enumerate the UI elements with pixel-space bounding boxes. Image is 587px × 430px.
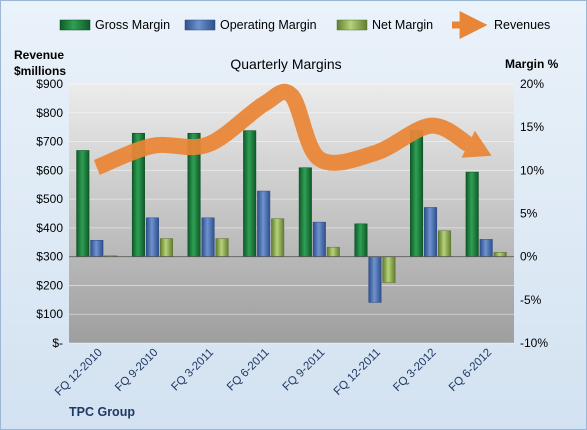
left-tick-label: $500 — [36, 192, 63, 206]
operating-margin-bar — [424, 207, 438, 257]
right-axis-ticks: -10% -5% 0% 5% 10% 15% 20% — [520, 77, 548, 350]
category-label: FQ 3-2011 — [169, 347, 216, 394]
category-label: FQ 6-2012 — [447, 347, 494, 394]
net-margin-bar — [326, 246, 340, 257]
left-tick-label: $900 — [36, 77, 63, 91]
category-label: FQ 9-2010 — [113, 347, 160, 394]
left-tick-label: $700 — [36, 135, 63, 149]
left-tick-label: $300 — [36, 250, 63, 264]
gross-margin-bar — [410, 130, 424, 257]
net-margin-bar — [493, 252, 507, 257]
operating-margin-bar — [145, 217, 159, 257]
category-label: FQ 3-2012 — [391, 347, 438, 394]
right-tick-label: 20% — [520, 77, 544, 91]
net-margin-bar — [159, 238, 173, 257]
right-tick-label: 5% — [520, 207, 538, 221]
operating-margin-bar — [90, 240, 104, 257]
right-tick-label: -5% — [520, 293, 542, 307]
left-axis-ticks: $- $100 $200 $300 $400 $500 $600 $700 $800 $900 — [36, 77, 63, 350]
left-tick-label: $400 — [36, 221, 63, 235]
category-label: FQ 6-2011 — [225, 347, 272, 394]
category-labels: FQ 12-2010 FQ 9-2010 FQ 3-2011 FQ 6-2011 FQ … — [53, 347, 494, 399]
legend-item-operating-margin: Operating Margin — [184, 18, 317, 32]
legend-item-gross-margin: Gross Margin — [59, 18, 170, 32]
legend-label-gross-margin: Gross Margin — [95, 18, 170, 32]
category-label: FQ 12-2011 — [332, 347, 383, 398]
gross-margin-bar — [465, 171, 479, 257]
left-tick-label: $- — [52, 336, 63, 350]
left-tick-label: $200 — [36, 278, 63, 292]
gross-margin-bar — [354, 223, 368, 257]
legend: Gross Margin Operating Margin Net Margin… — [59, 11, 550, 39]
left-axis-title-line2: $millions — [14, 64, 66, 78]
category-label: FQ 12-2010 — [53, 347, 105, 399]
operating-margin-bar — [257, 190, 271, 257]
legend-swatch-gross-margin — [59, 19, 91, 31]
gross-margin-bar — [76, 150, 90, 257]
left-tick-label: $800 — [36, 106, 63, 120]
operating-margin-bar — [201, 217, 215, 257]
footer-label: TPC Group — [69, 405, 135, 419]
right-tick-label: 0% — [520, 250, 538, 264]
revenues-arrowhead — [461, 130, 492, 158]
operating-margin-bar — [479, 239, 493, 257]
legend-label-revenues: Revenues — [494, 18, 550, 32]
category-label: FQ 9-2011 — [281, 347, 328, 394]
net-margin-bar — [382, 256, 396, 283]
net-margin-bar — [215, 238, 229, 257]
legend-label-operating-margin: Operating Margin — [220, 18, 317, 32]
right-tick-label: 15% — [520, 120, 544, 134]
left-tick-label: $100 — [36, 307, 63, 321]
left-axis-title-line1: Revenue — [14, 48, 64, 62]
legend-swatch-operating-margin — [184, 19, 216, 31]
legend-item-net-margin: Net Margin — [336, 18, 433, 32]
operating-margin-bar — [312, 221, 326, 257]
legend-label-net-margin: Net Margin — [372, 18, 433, 32]
right-tick-label: 10% — [520, 163, 544, 177]
chart-title: Quarterly Margins — [230, 56, 341, 72]
left-tick-label: $600 — [36, 163, 63, 177]
gross-margin-bar — [298, 167, 312, 257]
net-margin-bar — [438, 230, 452, 257]
legend-swatch-net-margin — [336, 19, 368, 31]
right-tick-label: -10% — [520, 336, 548, 350]
right-axis-title: Margin % — [505, 57, 559, 71]
revenues-line — [93, 83, 473, 175]
gross-margin-bar — [243, 130, 257, 257]
operating-margin-bar — [368, 256, 382, 303]
legend-item-revenues: Revenues — [452, 11, 550, 39]
net-margin-bar — [271, 218, 285, 257]
